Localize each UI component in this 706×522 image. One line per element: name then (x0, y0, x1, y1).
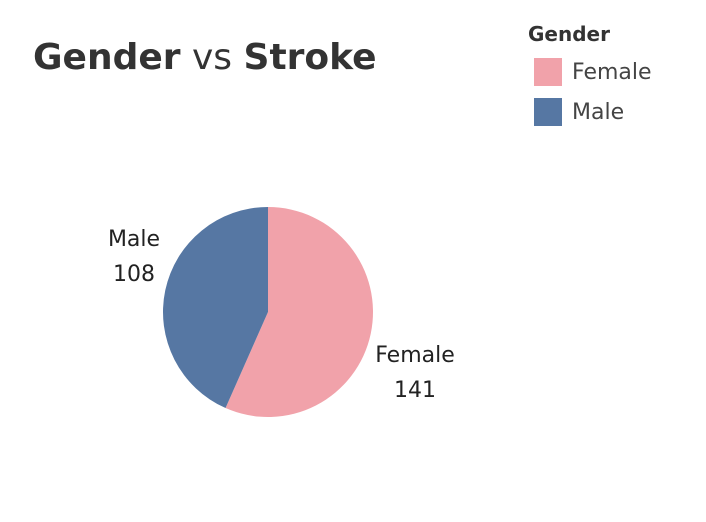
slice-label-male-value: 108 (113, 262, 155, 287)
legend-title: Gender (528, 22, 610, 46)
legend-label-male: Male (572, 99, 625, 125)
slice-label-female-name: Female (375, 343, 455, 368)
pie-slices (162, 207, 373, 417)
chart-title: Gender vs Stroke (33, 34, 377, 82)
legend: Gender Female Male (528, 20, 652, 132)
legend-swatch-female (534, 58, 562, 86)
legend-label-female: Female (572, 59, 652, 85)
title-part-stroke: Stroke (243, 37, 377, 78)
pie-slice-male[interactable] (162, 207, 268, 409)
pie-labels: Male 108 Female 141 (108, 227, 455, 403)
title-part-vs: vs (192, 37, 233, 78)
title-part-gender: Gender (33, 37, 181, 78)
pie-slice-female[interactable] (225, 207, 373, 417)
legend-swatch-male (534, 98, 562, 126)
slice-label-female-value: 141 (394, 378, 436, 403)
slice-label-male-name: Male (108, 227, 160, 252)
legend-item-female[interactable]: Female (528, 52, 652, 92)
legend-item-male[interactable]: Male (528, 92, 652, 132)
